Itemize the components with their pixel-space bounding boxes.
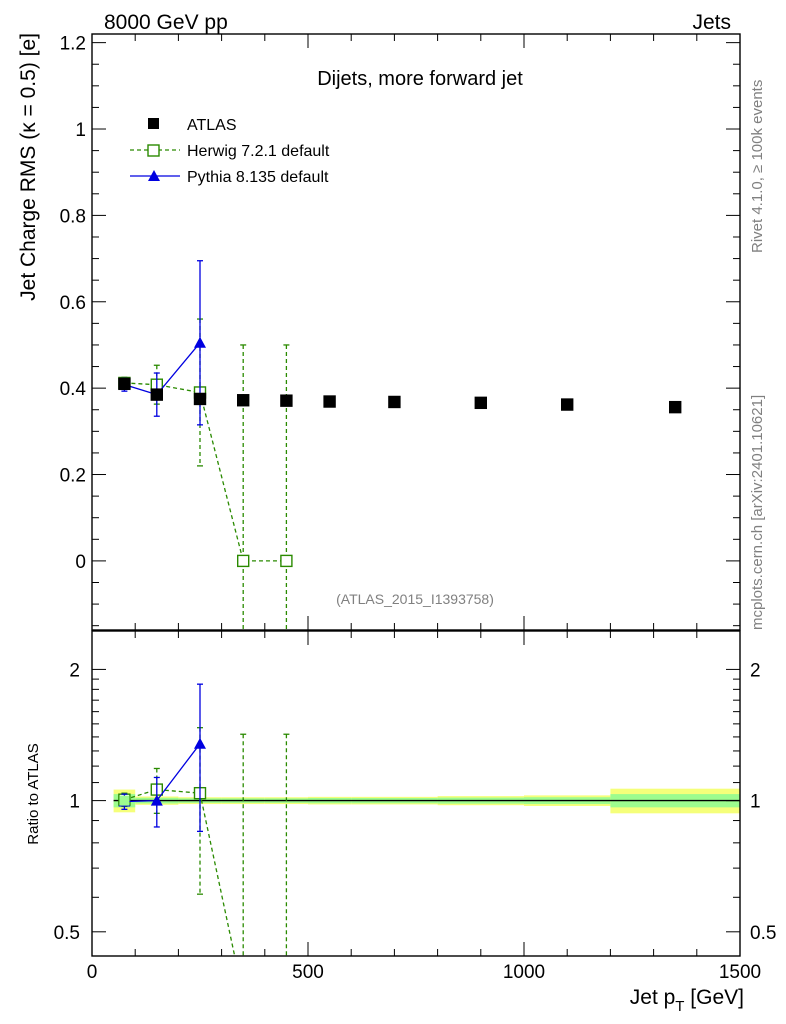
ratio-panel-frame	[91, 630, 741, 957]
ratio-herwig-line	[124, 788, 236, 956]
y-tick-label: 1	[75, 120, 86, 141]
herwig-marker	[280, 554, 293, 568]
analysis-tag: (ATLAS_2015_I1393758)	[336, 591, 494, 607]
ratio-y-tick-label: 1	[69, 792, 80, 813]
legend-herwig-label: Herwig 7.2.1 default	[187, 143, 330, 160]
x-tick-label: 1500	[719, 962, 761, 983]
atlas-marker	[236, 394, 250, 407]
ratio-y-tick-label: 0.5	[54, 923, 80, 944]
legend-entry-atlas: ATLAS	[148, 117, 237, 134]
main-panel-ticks: 0 0.2 0.4 0.6 0.8 1 1.2	[60, 34, 741, 630]
ratio-y-axis-label: Ratio to ATLAS	[25, 743, 42, 844]
x-axis-label: Jet pT [GeV]	[630, 986, 744, 1015]
y-axis-label: Jet Charge RMS (κ = 0.5) [e]	[17, 33, 40, 301]
legend-atlas-label: ATLAS	[187, 117, 237, 134]
x-tick-label: 0	[87, 962, 98, 983]
atlas-marker	[388, 395, 401, 409]
atlas-marker	[193, 392, 207, 406]
legend: ATLAS Herwig 7.2.1 default Pythia 8.135 …	[130, 117, 330, 186]
rivet-version-label: Rivet 4.1.0, ≥ 100k events	[749, 80, 766, 253]
atlas-marker	[669, 400, 682, 414]
y-tick-label: 0.6	[60, 293, 86, 314]
y-tick-label: 0.8	[60, 206, 86, 227]
ratio-panel: 0 500 1000 1500 0.5 0.5 1 1 2 2 Ratio to ATLAS	[25, 630, 776, 983]
atlas-marker	[561, 398, 574, 411]
x-tick-label: 500	[292, 962, 324, 983]
y-tick-label: 1.2	[60, 34, 86, 55]
y-tick-label: 0	[75, 552, 86, 573]
atlas-marker	[323, 395, 336, 408]
ratio-y-tick-label-right: 2	[750, 660, 761, 681]
legend-pythia-marker	[148, 170, 160, 181]
ratio-panel-ticks: 0 500 1000 1500 0.5 0.5 1 1 2 2	[54, 631, 776, 983]
herwig-marker	[236, 554, 250, 568]
x-tick-label: 1000	[503, 962, 545, 983]
legend-entry-herwig: Herwig 7.2.1 default	[130, 143, 330, 160]
atlas-marker	[474, 396, 487, 410]
chart-title: Dijets, more forward jet	[317, 68, 523, 90]
header-right: Jets	[692, 11, 731, 34]
ratio-pythia-marker	[194, 737, 206, 749]
y-tick-label: 0.2	[60, 466, 86, 487]
ratio-y-tick-label-right: 0.5	[750, 923, 776, 944]
legend-pythia-label: Pythia 8.135 default	[187, 169, 329, 186]
ratio-y-tick-label-right: 1	[750, 792, 761, 813]
ratio-y-tick-label: 2	[69, 660, 80, 681]
mcplots-label: mcplots.cern.ch [arXiv:2401.10621]	[749, 395, 766, 630]
main-panel: 0 0.2 0.4 0.6 0.8 1 1.2 Dijets, more forward j…	[17, 33, 741, 631]
ratio-atlas-marker	[119, 795, 130, 806]
y-tick-label: 0.4	[60, 379, 87, 400]
pythia-marker	[194, 336, 206, 348]
legend-atlas-marker	[148, 118, 159, 129]
legend-entry-pythia: Pythia 8.135 default	[130, 169, 329, 186]
herwig-line	[124, 382, 287, 562]
atlas-marker	[118, 377, 131, 391]
ratio-pythia-marker	[150, 794, 163, 806]
main-panel-frame	[91, 33, 741, 631]
legend-herwig-marker	[147, 144, 160, 157]
ratio-pythia-line	[124, 743, 201, 803]
header-left: 8000 GeV pp	[104, 11, 228, 34]
atlas-marker	[280, 394, 293, 407]
atlas-marker	[150, 388, 164, 401]
